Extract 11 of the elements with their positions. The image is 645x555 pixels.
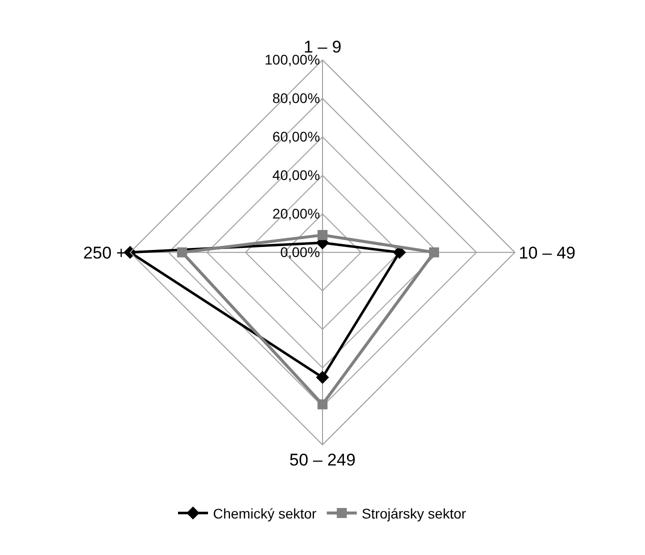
spoke-label: 10 – 49 — [518, 243, 576, 262]
y-tick-label: 20,00% — [272, 205, 320, 222]
spoke-label: 250 + — [83, 243, 126, 262]
y-tick-label: 0,00% — [280, 244, 320, 260]
spoke-label: 50 – 249 — [289, 450, 356, 470]
y-tick-label: 40,00% — [272, 166, 320, 183]
y-tick-label: 100,00% — [264, 52, 320, 68]
legend-label: Chemický sektor — [213, 505, 317, 522]
legend-label: Strojársky sektor — [362, 505, 466, 522]
y-tick-label: 60,00% — [272, 128, 320, 144]
y-tick-label: 80,00% — [272, 90, 320, 106]
